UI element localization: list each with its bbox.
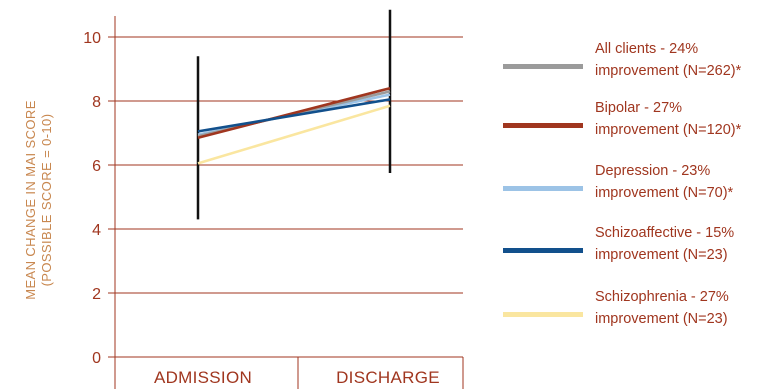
y-axis-label-line-2: (POSSIBLE SCORE = 0-10) [39,114,54,287]
series-line-4 [197,104,391,165]
legend-item-3: Schizoaffective - 15% improvement (N=23) [503,225,734,263]
series-line-1 [197,86,391,140]
legend-label-2-line-2: improvement (N=70)* [595,185,734,201]
y-tick-label-0: 0 [92,350,101,367]
legend-item-1: Bipolar - 27% improvement (N=120)* [503,100,742,138]
legend-label-2-line-1: Depression - 23% [595,163,710,179]
series-line-3 [197,98,391,133]
grid [108,36,464,389]
legend-label-0-line-2: improvement (N=262)* [595,63,742,79]
series-lines [197,86,391,165]
legend-label-0-line-1: All clients - 24% [595,41,698,57]
legend-swatch-2 [503,186,583,191]
legend-swatch-0 [503,64,583,69]
legend-label-1-line-2: improvement (N=120)* [595,122,742,138]
x-category-label-admission: ADMISSION [154,368,252,387]
legend: All clients - 24% improvement (N=262)* Bip… [503,41,742,327]
y-tick-label-4: 4 [92,222,101,239]
y-tick-label-2: 2 [92,286,101,303]
legend-swatch-4 [503,312,583,317]
legend-swatch-3 [503,248,583,253]
y-tick-label-8: 8 [92,94,101,111]
legend-label-4-line-2: improvement (N=23) [595,311,728,327]
legend-label-3-line-1: Schizoaffective - 15% [595,225,734,241]
legend-item-0: All clients - 24% improvement (N=262)* [503,41,742,79]
legend-item-2: Depression - 23% improvement (N=70)* [503,163,734,201]
legend-label-4-line-1: Schizophrenia - 27% [595,289,729,305]
legend-item-4: Schizophrenia - 27% improvement (N=23) [503,289,729,327]
legend-label-1-line-1: Bipolar - 27% [595,100,682,116]
legend-swatch-1 [503,123,583,128]
y-tick-label-10: 10 [83,30,101,47]
x-category-labels: ADMISSION DISCHARGE [154,368,440,387]
y-axis-label-line-1: MEAN CHANGE IN MAI SCORE [23,100,38,300]
y-tick-label-6: 6 [92,158,101,175]
y-tick-labels: 0 2 4 6 8 10 [83,30,101,367]
legend-label-3-line-2: improvement (N=23) [595,247,728,263]
x-category-label-discharge: DISCHARGE [336,368,440,387]
y-axis-label: MEAN CHANGE IN MAI SCORE (POSSIBLE SCORE… [23,100,54,300]
